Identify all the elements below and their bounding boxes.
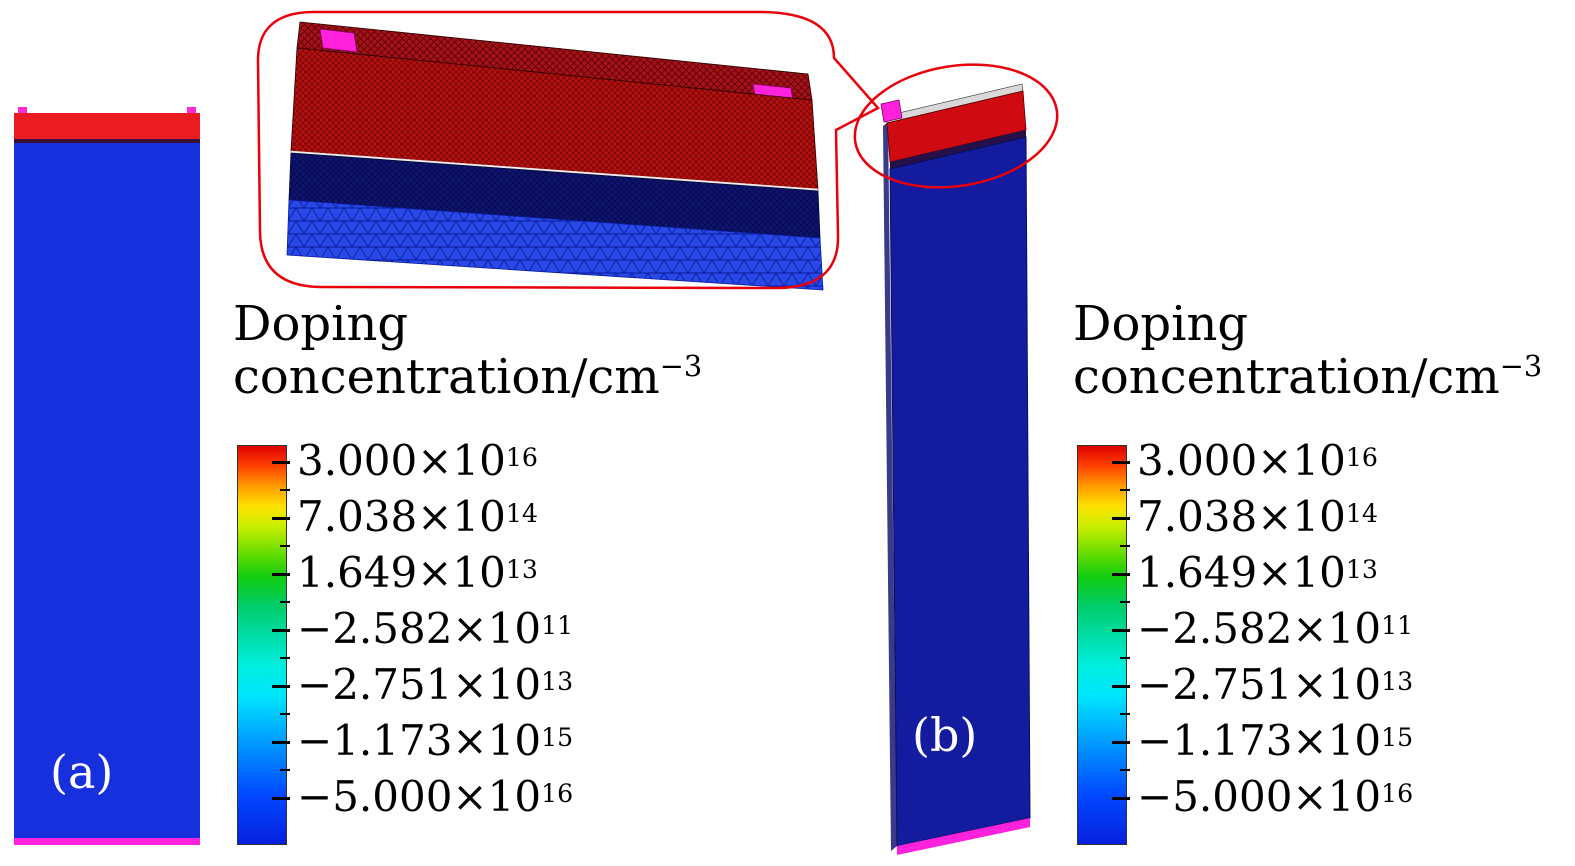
doped-layer-region — [14, 113, 200, 143]
colorbar-legend-a: Doping concentration/cm−3 3.000×10 16 7.0… — [233, 298, 753, 850]
colorbar-tick — [272, 741, 290, 744]
inset-depletion-region — [288, 152, 821, 239]
inset-callout-outline — [256, 10, 880, 290]
colorbar-tick-label: −1.173×10 15 — [297, 715, 574, 765]
slab-left-edge — [883, 122, 897, 851]
colorbar-title-line1: Doping — [233, 296, 409, 352]
colorbar-tick-label: 7.038×10 14 — [1137, 491, 1378, 541]
colorbar-tick — [272, 629, 290, 632]
colorbar-tick — [1112, 629, 1130, 632]
colorbar-tick-label: 1.649×10 13 — [297, 547, 538, 597]
colorbar-labels: 3.000×10 16 7.038×10 14 1.649×10 13 −2.582×… — [297, 432, 573, 824]
colorbar-tick — [1112, 573, 1130, 576]
colorbar-tick — [272, 517, 290, 520]
colorbar-gradient — [237, 445, 290, 845]
colorbar-legend-b: Doping concentration/cm−3 3.000×10 16 7.0… — [1073, 298, 1575, 850]
colorbar-tick-label: −5.000×10 16 — [1137, 771, 1414, 821]
colorbar-tick — [272, 461, 290, 464]
colorbar-tick — [280, 601, 290, 603]
colorbar-tick — [280, 545, 290, 547]
colorbar-tick — [1120, 713, 1130, 715]
colorbar-tick-label: 3.000×10 16 — [297, 435, 538, 485]
slab-junction-line — [890, 130, 1026, 169]
contact-speck-left — [18, 107, 27, 116]
colorbar-tick — [1112, 517, 1130, 520]
slab-top-contact-pad — [880, 99, 903, 123]
colorbar-title: Doping concentration/cm−3 — [1073, 298, 1575, 404]
colorbar-tick-label: 3.000×10 16 — [1137, 435, 1378, 485]
colorbar-tick-label: −2.751×10 13 — [1137, 659, 1414, 709]
colorbar-tick-label: −2.582×10 11 — [1137, 603, 1414, 653]
colorbar-tick — [1120, 657, 1130, 659]
contact-speck-right — [187, 107, 196, 116]
colorbar-title-line1: Doping — [1073, 296, 1249, 352]
slab-doped-layer — [886, 90, 1027, 163]
inset-junction-line — [290, 150, 819, 192]
colorbar-tick — [280, 657, 290, 659]
colorbar-tick-label: 1.649×10 13 — [1137, 547, 1378, 597]
panel-a-label: (a) — [50, 745, 114, 799]
colorbar-title: Doping concentration/cm−3 — [233, 298, 753, 404]
panel-b-label: (b) — [912, 708, 978, 762]
colorbar-gradient — [1077, 445, 1130, 845]
colorbar-tick — [272, 685, 290, 688]
colorbar-tick — [1112, 741, 1130, 744]
inset-substrate-region — [286, 199, 824, 291]
colorbar-title-line2: concentration/cm−3 — [233, 348, 703, 405]
inset-contact-pad-right — [752, 83, 795, 109]
colorbar-tick — [1112, 685, 1130, 688]
panel-a-device: (a) — [14, 107, 200, 845]
colorbar-tick — [1120, 545, 1130, 547]
colorbar-tick-label: −2.582×10 11 — [297, 603, 574, 653]
colorbar-tick-label: −5.000×10 16 — [297, 771, 574, 821]
slab-bottom-contact — [897, 818, 1030, 855]
colorbar-title-line2: concentration/cm−3 — [1073, 348, 1543, 405]
colorbar-tick — [1120, 769, 1130, 771]
colorbar-tick — [1120, 601, 1130, 603]
inset-doped-region — [290, 47, 819, 191]
colorbar-tick — [1112, 461, 1130, 464]
colorbar-tick — [272, 797, 290, 800]
colorbar-tick — [280, 489, 290, 491]
colorbar-tick — [1120, 489, 1130, 491]
colorbar-tick-label: 7.038×10 14 — [297, 491, 538, 541]
slab-top-edge — [885, 83, 1024, 124]
colorbar-tick — [1112, 797, 1130, 800]
zoom-ellipse — [853, 63, 1059, 189]
colorbar-tick — [280, 713, 290, 715]
colorbar-tick — [272, 573, 290, 576]
inset-top-face — [296, 21, 813, 101]
inset-mesh-view — [286, 21, 824, 291]
bottom-contact-region — [14, 838, 200, 845]
colorbar-tick — [280, 769, 290, 771]
colorbar-tick-label: −2.751×10 13 — [297, 659, 574, 709]
colorbar-tick-label: −1.173×10 15 — [1137, 715, 1414, 765]
inset-contact-pad-left — [319, 28, 358, 53]
colorbar-labels: 3.000×10 16 7.038×10 14 1.649×10 13 −2.582×… — [1137, 432, 1413, 824]
